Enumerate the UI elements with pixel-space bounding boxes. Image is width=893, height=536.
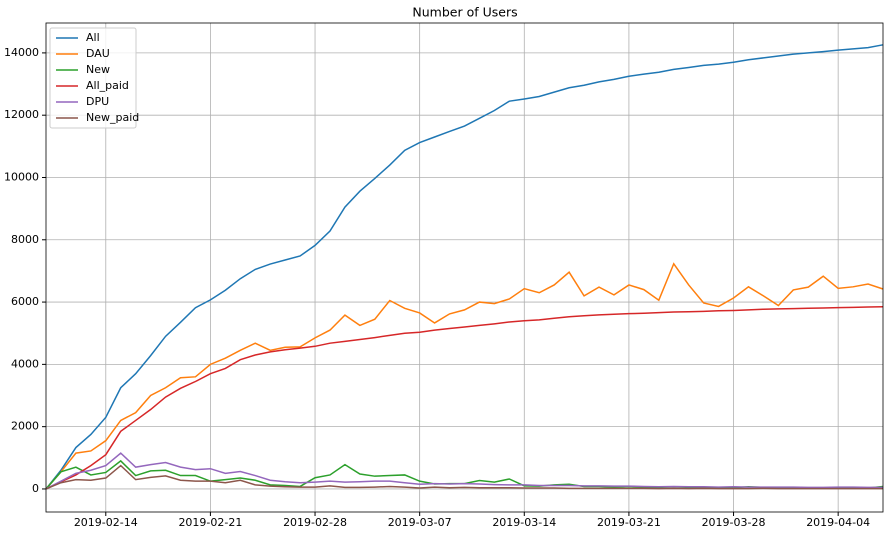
- legend-label: New_paid: [86, 111, 139, 124]
- x-tick-label: 2019-03-07: [388, 516, 452, 529]
- x-tick-label: 2019-03-14: [492, 516, 556, 529]
- line: [45, 262, 884, 490]
- x-tick-label: 2019-03-21: [597, 516, 661, 529]
- y-tick-label: 2000: [11, 420, 39, 433]
- legend-box: [49, 27, 137, 129]
- x-tick-label: 2019-04-04: [806, 516, 870, 529]
- x-tick-label: 2019-02-28: [283, 516, 347, 529]
- line: [45, 464, 883, 490]
- y-tick-label: 14000: [4, 46, 39, 59]
- line: [45, 44, 884, 490]
- legend-label: DAU: [86, 47, 110, 60]
- legend-label: All_paid: [86, 79, 129, 92]
- legend-label: DPU: [86, 95, 109, 108]
- chart-title: Number of Users: [412, 5, 517, 20]
- legend-label: New: [86, 63, 110, 76]
- y-tick-label: 6000: [11, 295, 39, 308]
- y-tick-label: 8000: [11, 233, 39, 246]
- y-tick-label: 4000: [11, 357, 39, 370]
- line: [45, 305, 884, 490]
- x-tick-label: 2019-03-28: [702, 516, 766, 529]
- y-tick-label: 0: [32, 482, 39, 495]
- legend-label: All: [86, 31, 100, 44]
- y-tick-label: 12000: [4, 108, 39, 121]
- x-tick-label: 2019-02-14: [74, 516, 138, 529]
- x-tick-label: 2019-02-21: [178, 516, 242, 529]
- y-tick-label: 10000: [4, 170, 39, 183]
- line: [45, 452, 883, 490]
- plot-frame: [45, 22, 884, 513]
